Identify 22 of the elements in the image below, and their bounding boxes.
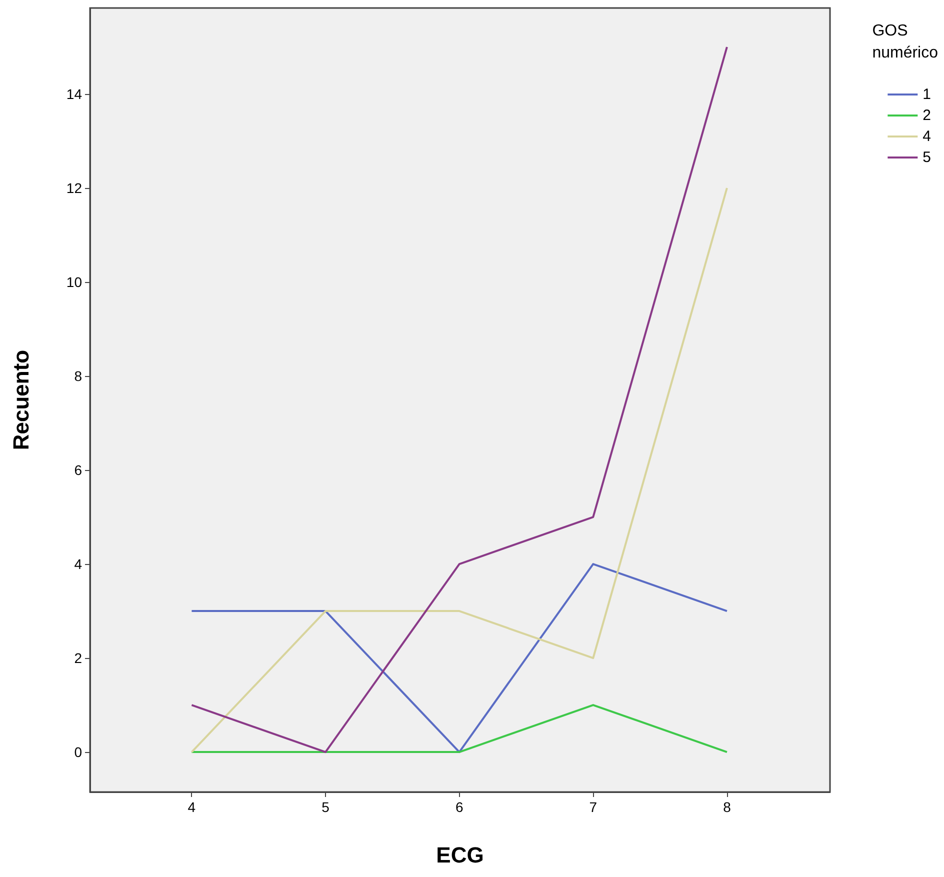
x-tick-label: 6 (455, 799, 464, 815)
y-tick-label: 14 (66, 86, 82, 102)
y-tick-label: 4 (74, 556, 82, 572)
legend-label: 2 (922, 107, 931, 124)
legend-label: 4 (922, 128, 931, 145)
x-tick-label: 7 (589, 799, 598, 815)
line-series (190, 187, 728, 754)
y-tick-label: 10 (66, 274, 82, 290)
legend-label: 1 (922, 86, 931, 103)
y-tick-label: 2 (74, 650, 82, 666)
y-tick-label: 6 (74, 462, 82, 478)
x-axis-title: ECG (436, 842, 484, 868)
x-tick-label: 8 (723, 799, 732, 815)
line-series (190, 46, 728, 754)
y-axis-title: Recuento (8, 350, 34, 450)
y-tick-label: 0 (74, 744, 82, 760)
legend-title: GOS numérico (872, 22, 938, 62)
x-tick-label: 5 (322, 799, 330, 815)
x-tick-label: 4 (188, 799, 196, 815)
y-tick-label: 8 (74, 368, 82, 384)
legend-label: 5 (922, 149, 931, 166)
y-tick-label: 12 (66, 180, 82, 196)
